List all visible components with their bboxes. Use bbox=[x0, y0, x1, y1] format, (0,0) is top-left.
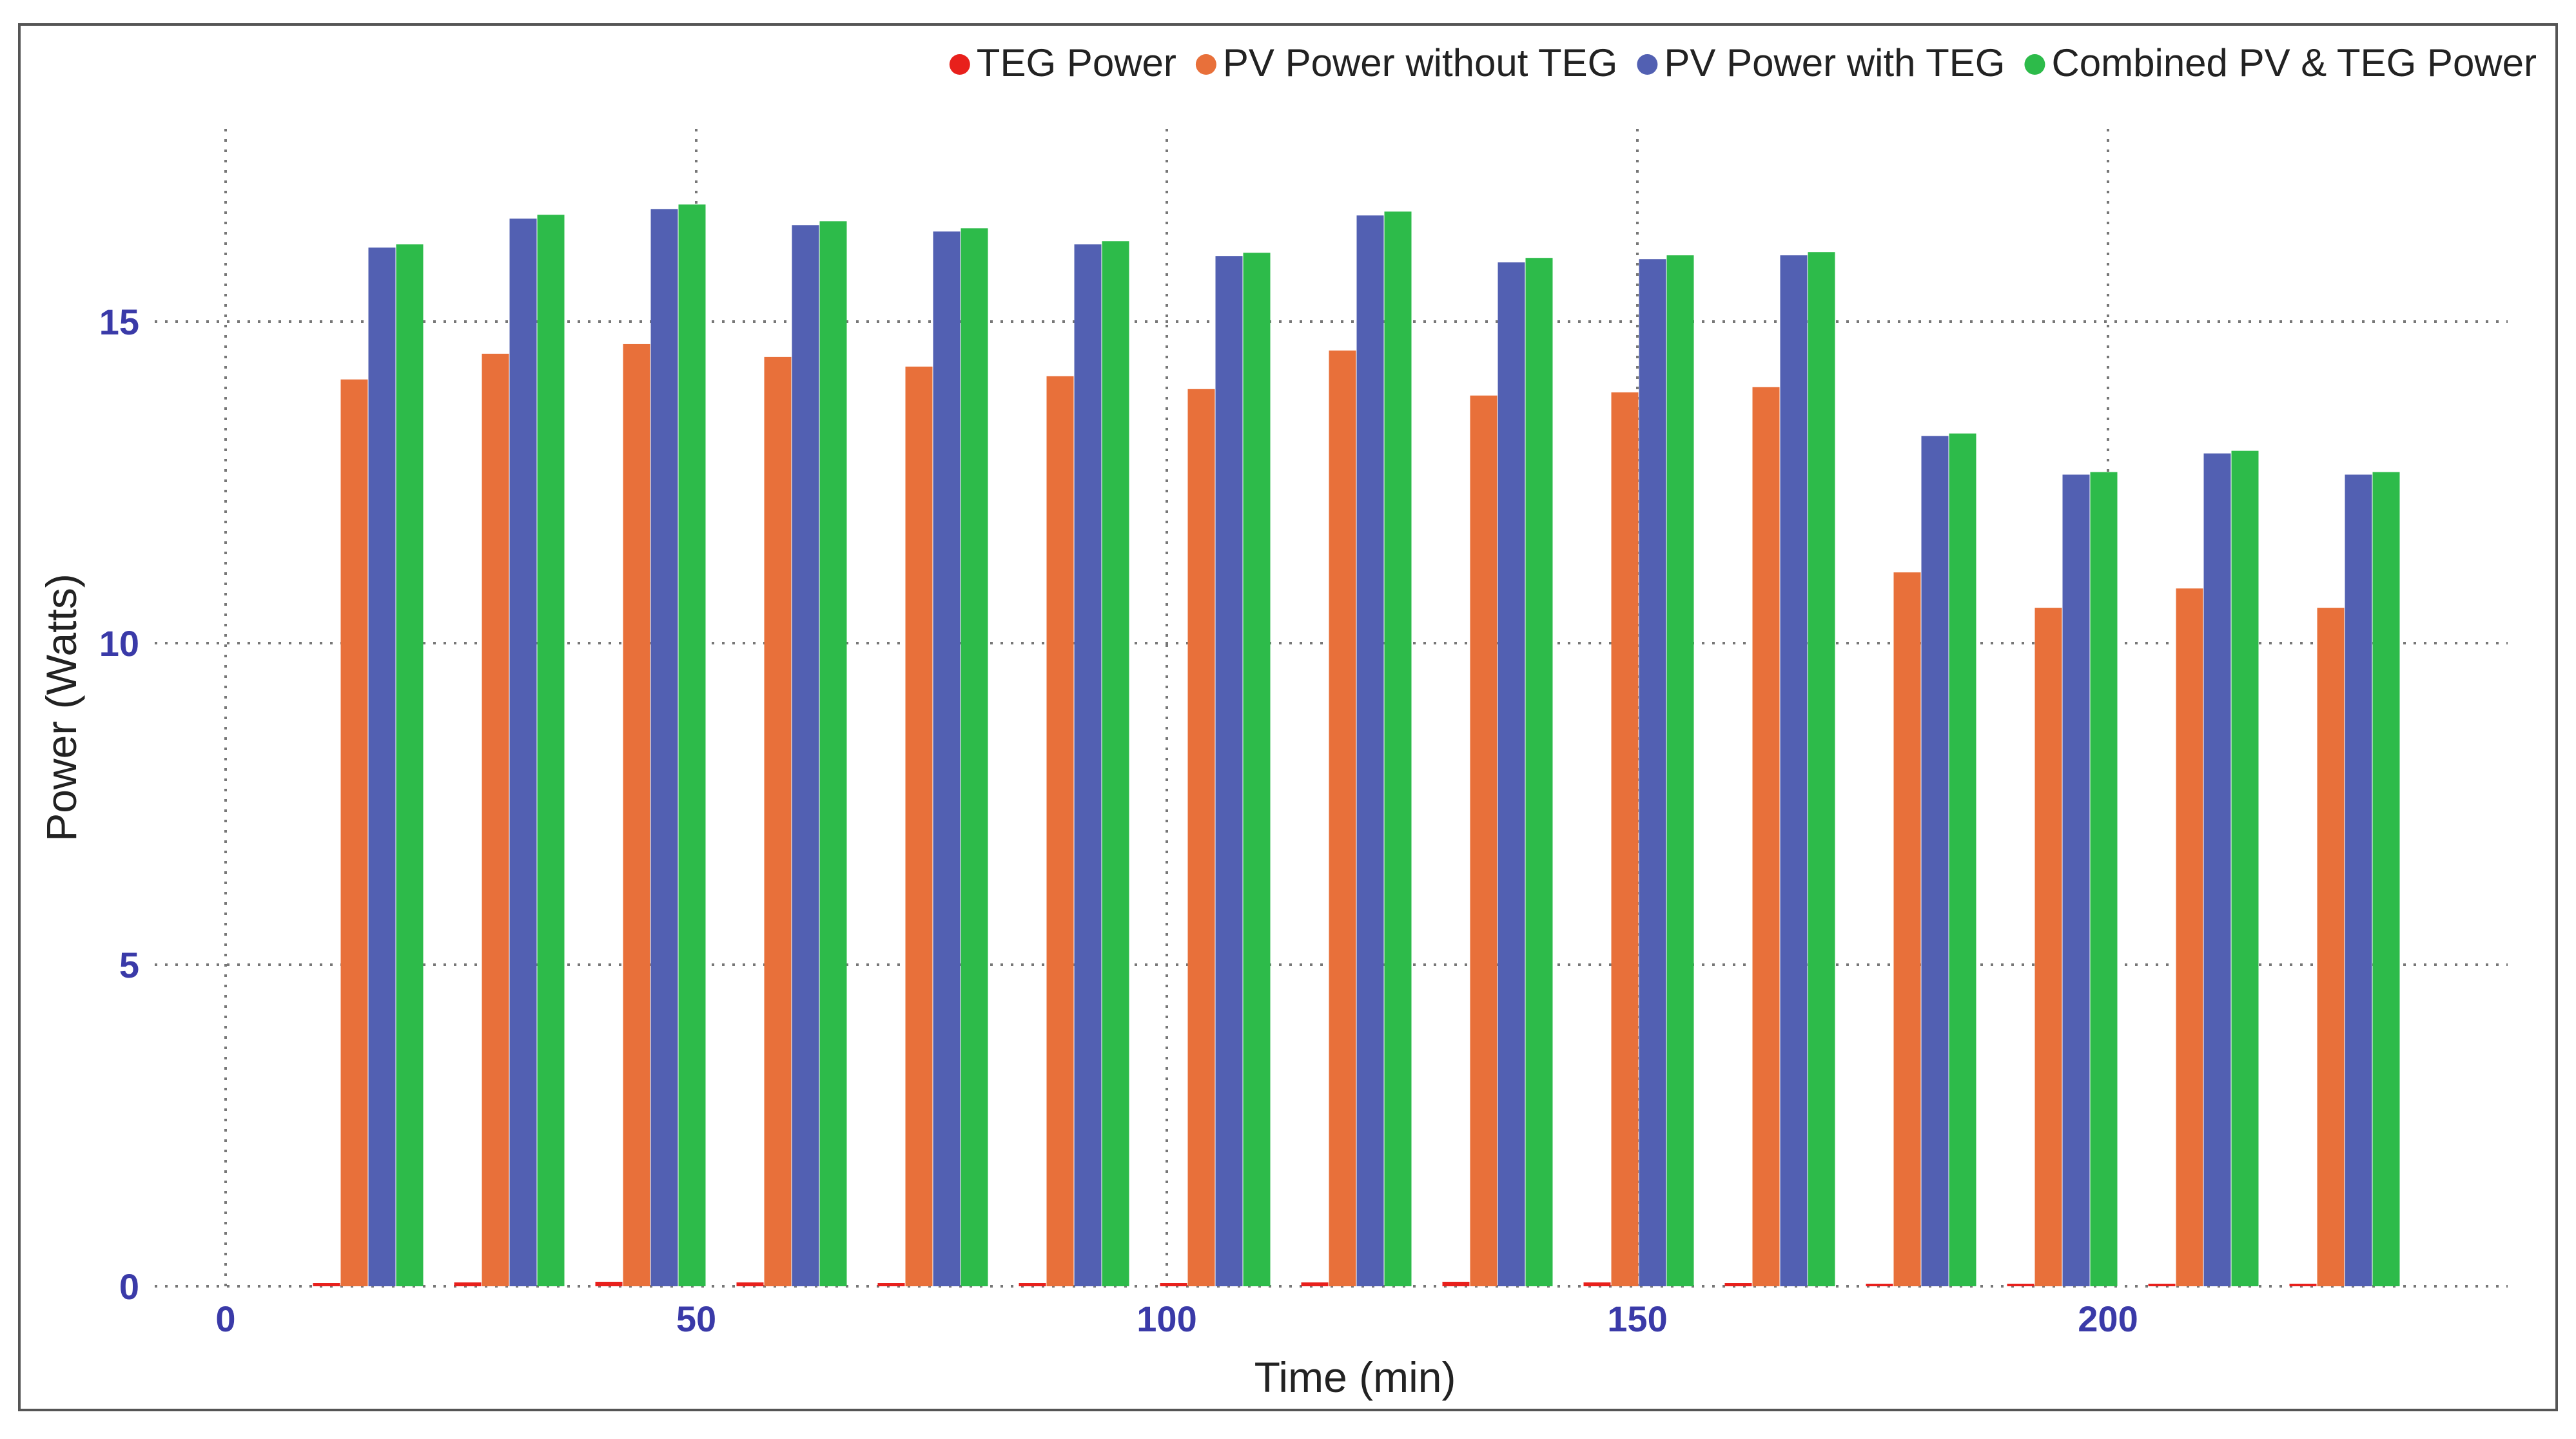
bar-teg bbox=[1019, 1283, 1046, 1286]
bars bbox=[313, 204, 2400, 1287]
bar-pv-without bbox=[764, 356, 792, 1286]
bar-teg bbox=[595, 1282, 623, 1286]
bar-pv-with bbox=[1215, 256, 1243, 1287]
y-tick-label: 0 bbox=[119, 1266, 139, 1307]
bar-teg bbox=[2289, 1284, 2317, 1286]
bar-pv-with bbox=[650, 209, 678, 1287]
x-tick-label: 50 bbox=[676, 1299, 716, 1339]
bar-pv-without bbox=[1611, 392, 1639, 1286]
bar-pv-without bbox=[1752, 387, 1780, 1286]
legend-label: PV Power with TEG bbox=[1664, 41, 2005, 84]
bar-teg bbox=[313, 1283, 340, 1286]
bar-pv-with bbox=[1074, 244, 1102, 1286]
bar-pv-without bbox=[623, 343, 650, 1287]
bar-pv-without bbox=[1046, 376, 1074, 1286]
legend-item: PV Power with TEG bbox=[1637, 41, 2005, 84]
bar-pv-without bbox=[1893, 572, 1921, 1286]
bar-pv-without bbox=[340, 379, 368, 1286]
bar-teg bbox=[1160, 1283, 1187, 1286]
x-axis-label: Time (min) bbox=[1254, 1353, 1456, 1401]
legend-item: PV Power without TEG bbox=[1195, 41, 1617, 84]
bar-combined bbox=[537, 215, 565, 1286]
bar-pv-with bbox=[1498, 262, 1525, 1287]
bar-pv-without bbox=[1329, 350, 1356, 1287]
legend: TEG Power PV Power without TEG PV Power wi… bbox=[949, 41, 2537, 84]
bar-teg bbox=[1301, 1282, 1329, 1286]
bar-pv-without bbox=[1470, 395, 1498, 1286]
bar-combined bbox=[1102, 241, 1129, 1286]
bar-combined bbox=[1384, 211, 1412, 1286]
bar-pv-with bbox=[509, 218, 537, 1286]
bar-pv-without bbox=[482, 353, 509, 1286]
bar-combined bbox=[2231, 450, 2259, 1286]
x-tick-label: 100 bbox=[1137, 1299, 1196, 1339]
bar-pv-without bbox=[1187, 389, 1215, 1286]
bar-pv-with bbox=[792, 225, 819, 1286]
legend-marker-pv-without bbox=[1195, 54, 1216, 75]
bar-combined bbox=[1949, 433, 1976, 1286]
legend-label: Combined PV & TEG Power bbox=[2051, 41, 2537, 84]
bar-pv-with bbox=[1780, 255, 1808, 1286]
bar-pv-with bbox=[2203, 453, 2231, 1286]
bar-pv-with bbox=[1639, 259, 1666, 1287]
bar-pv-with bbox=[933, 231, 961, 1286]
bar-pv-with bbox=[2062, 474, 2090, 1287]
bar-combined bbox=[1808, 252, 1835, 1286]
bar-teg bbox=[877, 1283, 905, 1286]
bar-combined bbox=[2090, 472, 2118, 1286]
y-axis-label: Power (Watts) bbox=[37, 574, 85, 842]
legend-item: TEG Power bbox=[949, 41, 1176, 84]
bar-combined bbox=[961, 228, 988, 1286]
legend-marker-teg bbox=[949, 54, 970, 75]
legend-label: PV Power without TEG bbox=[1223, 41, 1617, 84]
bar-pv-with bbox=[368, 247, 396, 1287]
bar-pv-without bbox=[2034, 608, 2062, 1286]
x-tick-label: 0 bbox=[215, 1299, 235, 1339]
bar-pv-without bbox=[2317, 608, 2345, 1286]
legend-marker-pv-with bbox=[1637, 54, 1658, 75]
bar-combined bbox=[1243, 253, 1271, 1286]
bar-combined bbox=[1666, 255, 1694, 1286]
bar-teg bbox=[1442, 1282, 1470, 1286]
x-tick-label: 150 bbox=[1607, 1299, 1667, 1339]
bar-combined bbox=[2372, 472, 2400, 1286]
y-tick-label: 15 bbox=[99, 302, 139, 342]
bar-pv-without bbox=[2176, 588, 2203, 1287]
bar-combined bbox=[1525, 258, 1553, 1286]
legend-item: Combined PV & TEG Power bbox=[2024, 41, 2537, 84]
x-tick-label: 200 bbox=[2078, 1299, 2138, 1339]
legend-marker-combined bbox=[2024, 54, 2045, 75]
legend-label: TEG Power bbox=[977, 41, 1176, 84]
bar-pv-with bbox=[1921, 436, 1949, 1286]
bar-pv-with bbox=[1356, 215, 1384, 1287]
bar-teg bbox=[1866, 1284, 1893, 1286]
bar-combined bbox=[678, 204, 706, 1286]
y-tick-label: 10 bbox=[99, 623, 139, 664]
bar-teg bbox=[2148, 1284, 2176, 1286]
bar-teg bbox=[454, 1282, 482, 1286]
bar-teg bbox=[1583, 1282, 1611, 1286]
bar-combined bbox=[819, 221, 847, 1286]
bar-teg bbox=[1724, 1283, 1752, 1286]
bar-teg bbox=[736, 1282, 764, 1286]
bar-combined bbox=[396, 244, 424, 1286]
bar-pv-without bbox=[905, 366, 933, 1286]
chart-border bbox=[18, 23, 2558, 1411]
bar-pv-with bbox=[2345, 474, 2372, 1287]
y-tick-label: 5 bbox=[119, 945, 139, 985]
bar-teg bbox=[2007, 1284, 2034, 1286]
